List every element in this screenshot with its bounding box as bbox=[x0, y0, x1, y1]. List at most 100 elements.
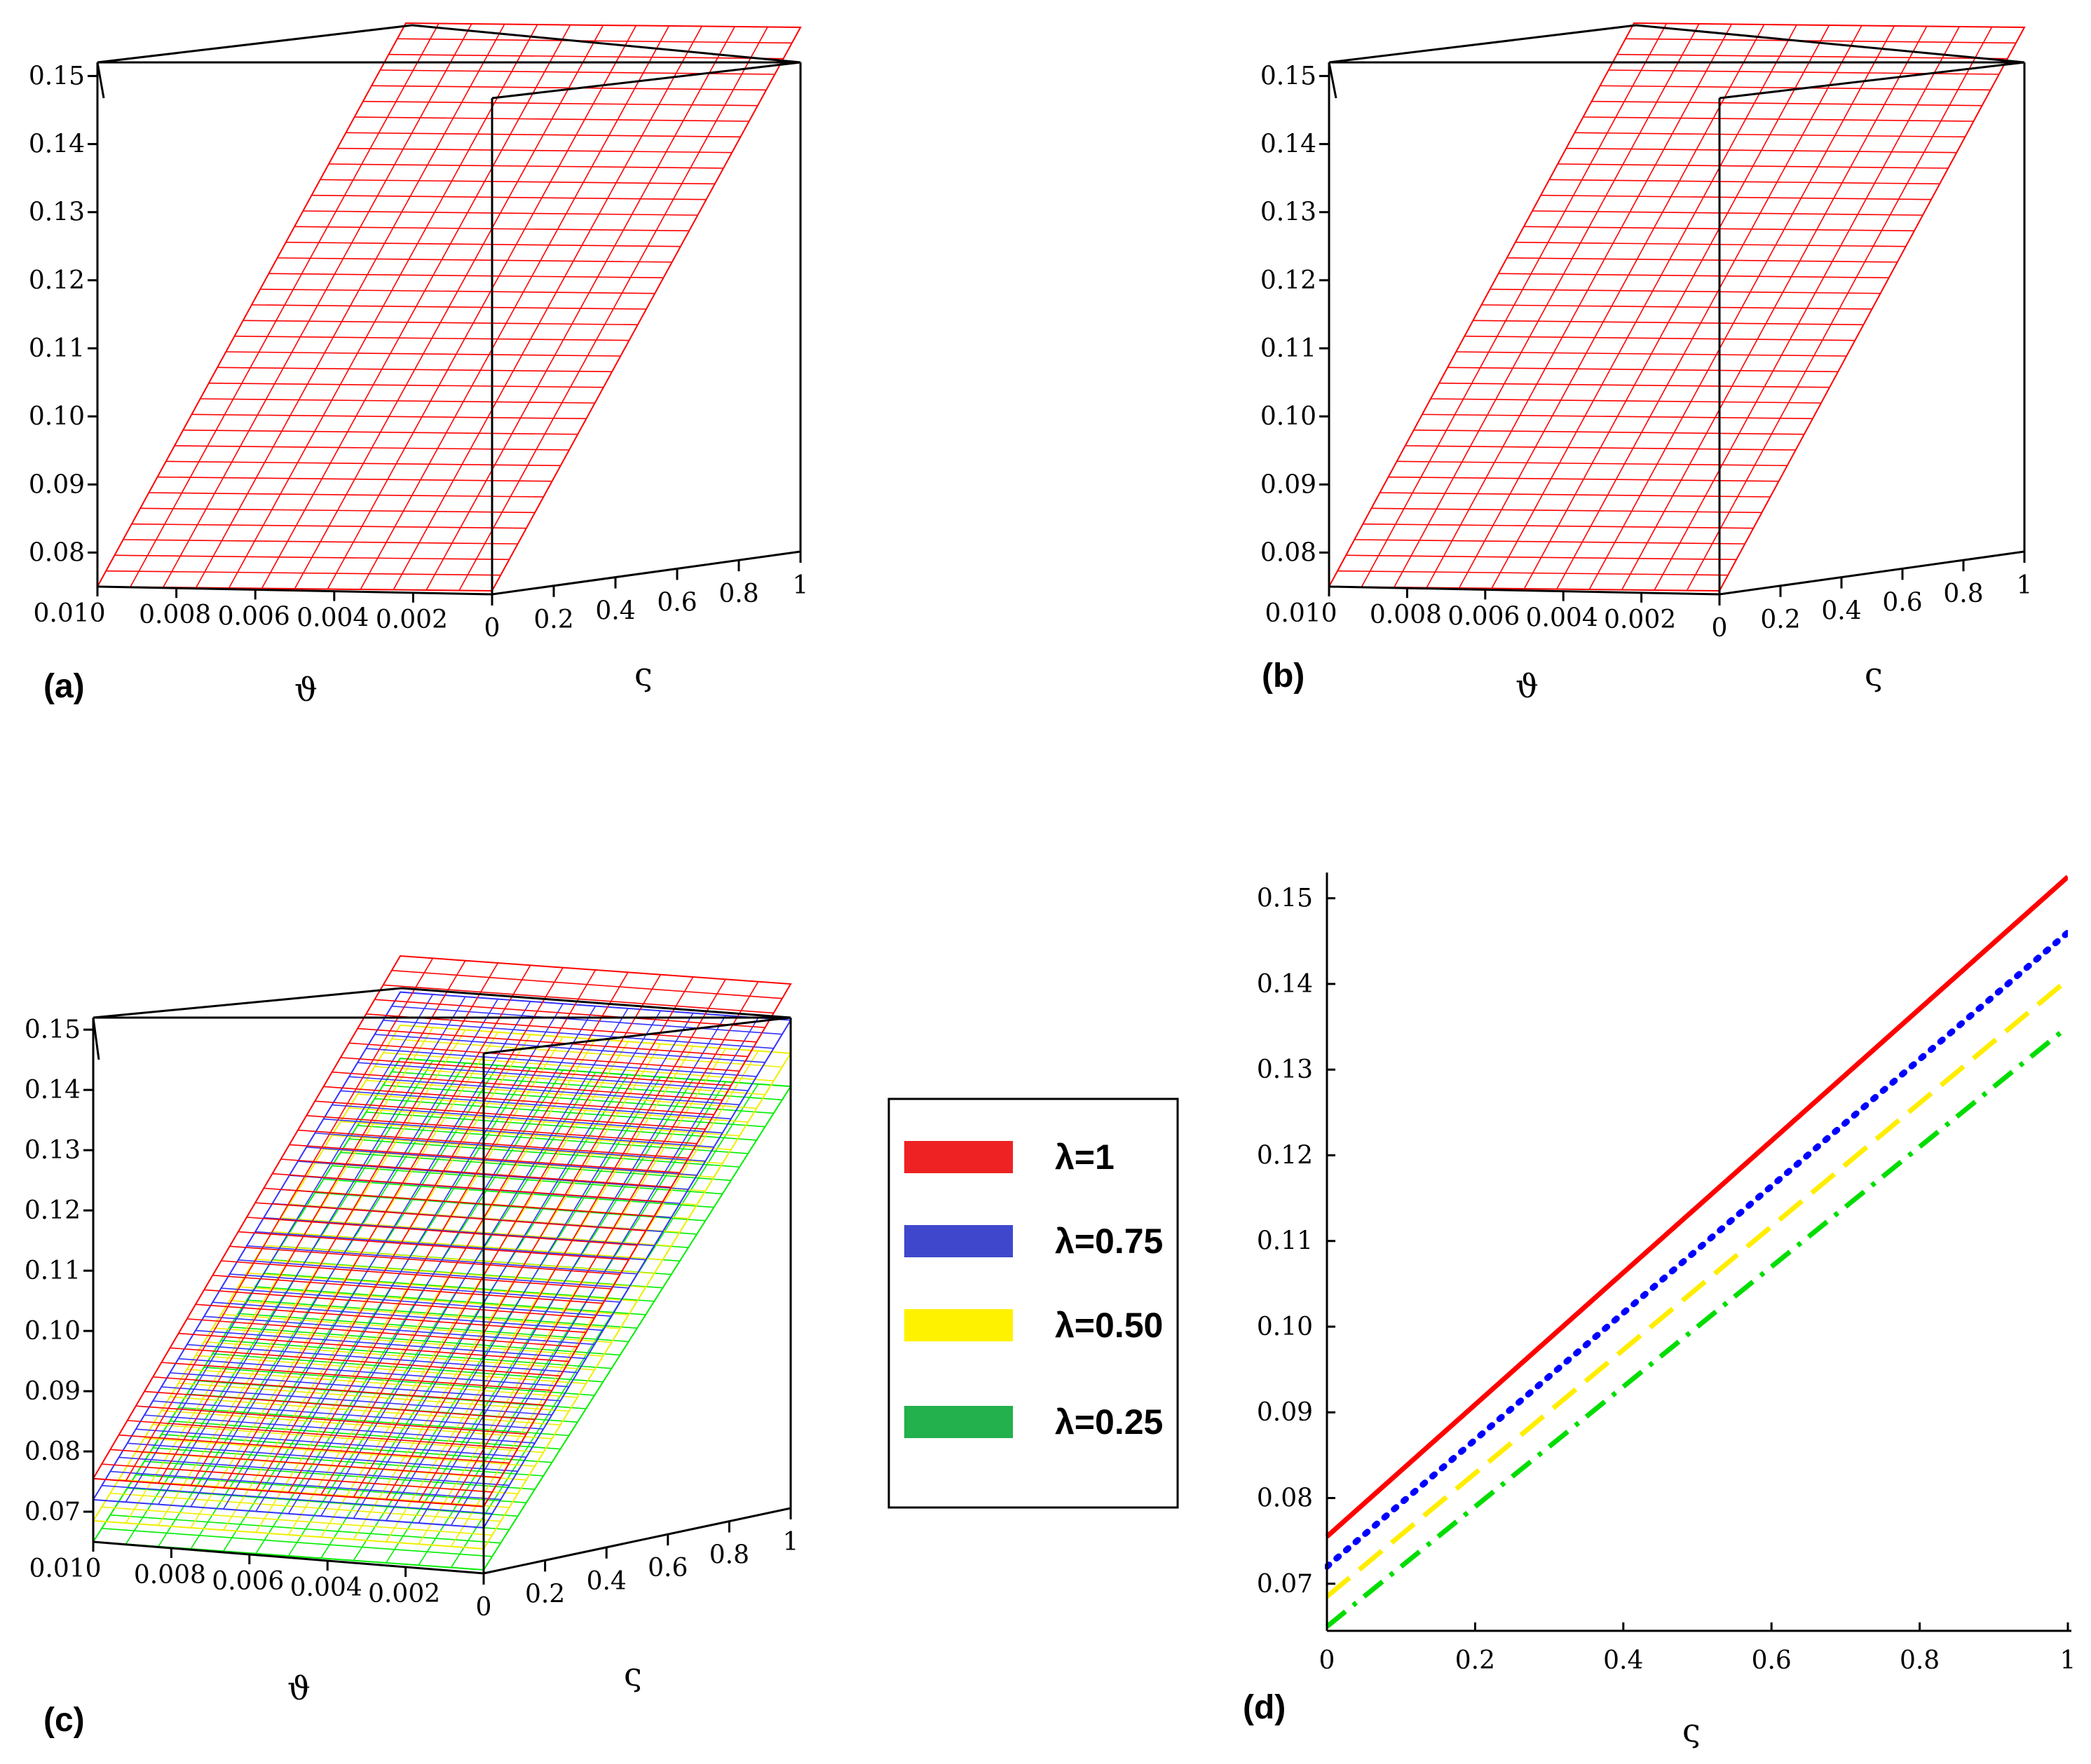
varsigma-tick-label: 0.4 bbox=[595, 597, 635, 626]
mesh-line bbox=[144, 1414, 536, 1444]
mesh-line bbox=[153, 1423, 544, 1454]
mesh-line bbox=[1566, 147, 1957, 153]
mesh-line bbox=[383, 1052, 774, 1081]
surface-mesh-a bbox=[96, 22, 802, 592]
mesh-line bbox=[311, 194, 707, 200]
y-tick-label: 0.10 bbox=[1257, 1313, 1313, 1341]
mesh-line bbox=[212, 1301, 604, 1331]
x-tick-label: 0.4 bbox=[1603, 1646, 1643, 1675]
surface-3 bbox=[92, 955, 792, 1507]
z-tick-label: 0.13 bbox=[29, 198, 85, 227]
z-tick-label: 0.11 bbox=[25, 1257, 81, 1285]
mesh-line bbox=[153, 1400, 544, 1430]
mesh-line bbox=[357, 1027, 749, 1058]
theta-tick-label: 0.002 bbox=[368, 1580, 440, 1608]
varsigma-tick-label: 1 bbox=[783, 1528, 799, 1557]
mesh-line bbox=[217, 367, 613, 373]
legend-items: λ=1 λ=0.75 λ=0.50 λ=0.25 bbox=[904, 1137, 1163, 1442]
theta-tick-label: 0.006 bbox=[1448, 602, 1520, 631]
z-tick-label: 0.07 bbox=[25, 1498, 81, 1526]
mesh-line bbox=[204, 1367, 595, 1396]
mesh-line bbox=[153, 1376, 544, 1406]
varsigma-tick-label: 0.6 bbox=[1882, 588, 1922, 617]
legend-swatch bbox=[904, 1309, 1013, 1341]
theta-tick-label: 0.008 bbox=[139, 601, 211, 629]
z-ticks-a: 0.15 0.14 0.13 0.12 0.11 0.10 0.09 0.08 bbox=[29, 62, 97, 567]
mesh-line bbox=[340, 1090, 731, 1120]
z-ticks-c: 0.15 0.14 0.13 0.12 0.11 0.10 0.09 0.08 0.07 bbox=[25, 1016, 93, 1526]
z-tick-label: 0.08 bbox=[25, 1437, 81, 1466]
mesh-line bbox=[170, 1372, 561, 1402]
x-axis-label-d: ς bbox=[1682, 1711, 1701, 1749]
mesh-line bbox=[1396, 460, 1787, 467]
surface-mesh-c bbox=[92, 955, 792, 1571]
box-edge bbox=[92, 1017, 100, 1060]
mesh-line bbox=[297, 1129, 689, 1159]
mesh-line bbox=[251, 304, 647, 310]
z-tick-label: 0.15 bbox=[29, 62, 85, 90]
mesh-line bbox=[204, 1289, 595, 1319]
mesh-line bbox=[118, 1479, 510, 1508]
x-ticks-d: 0 0.2 0.4 0.6 0.8 1 bbox=[1319, 1622, 2076, 1675]
mesh-line bbox=[246, 1245, 638, 1275]
mesh-line bbox=[246, 1217, 638, 1246]
legend-label: λ=0.50 bbox=[1055, 1306, 1163, 1345]
series-line-dashdot bbox=[1325, 1025, 2068, 1629]
z-tick-label: 0.12 bbox=[1260, 266, 1316, 295]
mesh-line bbox=[1532, 210, 1923, 216]
legend-swatch bbox=[904, 1141, 1013, 1173]
mesh-line bbox=[110, 1514, 501, 1544]
mesh-line bbox=[264, 1187, 655, 1217]
box-frame-b bbox=[1328, 24, 2026, 596]
y-tick-label: 0.08 bbox=[1257, 1484, 1313, 1512]
z-tick-label: 0.14 bbox=[25, 1076, 81, 1105]
z-ticks-b: 0.15 0.14 0.13 0.12 0.11 0.10 0.09 0.08 bbox=[1260, 62, 1329, 567]
z-tick-label: 0.14 bbox=[1260, 130, 1316, 159]
panel-c: 0.15 0.14 0.13 0.12 0.11 0.10 0.09 0.08 0.07 0.0… bbox=[25, 955, 799, 1739]
mesh-line bbox=[264, 1217, 655, 1247]
mesh-line bbox=[178, 1382, 569, 1412]
panel-label-c: (c) bbox=[43, 1702, 85, 1739]
mesh-line bbox=[255, 1202, 646, 1231]
mesh-line bbox=[1583, 116, 1974, 122]
mesh-line bbox=[397, 38, 792, 44]
mesh-line bbox=[362, 100, 758, 107]
theta-tick-label: 0.002 bbox=[1604, 606, 1676, 634]
box-edge bbox=[411, 24, 801, 64]
varsigma-tick-label: 1 bbox=[793, 571, 809, 600]
mesh-line bbox=[186, 1318, 578, 1348]
mesh-line bbox=[285, 241, 681, 247]
mesh-line bbox=[332, 1135, 723, 1164]
mesh-line bbox=[226, 351, 621, 357]
panel-label-d: (d) bbox=[1243, 1689, 1286, 1726]
mesh-line bbox=[135, 1428, 526, 1458]
mesh-line bbox=[391, 1038, 782, 1068]
mesh-line bbox=[229, 1245, 620, 1276]
mesh-line bbox=[1346, 554, 1737, 561]
y-tick-label: 0.09 bbox=[1257, 1398, 1313, 1427]
mesh-line bbox=[238, 1286, 629, 1315]
theta-tick-label: 0.010 bbox=[1265, 599, 1337, 628]
mesh-line bbox=[297, 1161, 689, 1190]
mesh-line bbox=[234, 335, 629, 341]
surface-2 bbox=[92, 991, 792, 1529]
mesh-line bbox=[1515, 241, 1906, 247]
mesh-line bbox=[186, 1369, 578, 1398]
mesh-line bbox=[332, 1104, 723, 1134]
surface-mesh-b bbox=[1328, 22, 2026, 592]
mesh-line bbox=[272, 1172, 663, 1203]
mesh-line bbox=[1498, 273, 1889, 279]
mesh-line bbox=[208, 382, 604, 388]
mesh-line bbox=[391, 1005, 782, 1035]
mesh-line bbox=[332, 1071, 723, 1101]
series-line-solid bbox=[1325, 875, 2068, 1539]
legend-label: λ=0.75 bbox=[1055, 1222, 1163, 1261]
mesh-line bbox=[340, 1121, 731, 1151]
surface-0 bbox=[96, 22, 802, 592]
mesh-line bbox=[178, 1407, 569, 1437]
theta-tick-label: 0.010 bbox=[29, 1554, 101, 1583]
mesh-line bbox=[118, 1456, 510, 1486]
panel-a: 0.150.140.130.120.110.100.090.08 0.010 0.… bbox=[29, 22, 809, 709]
z-tick-label: 0.09 bbox=[1260, 470, 1316, 499]
mesh-line bbox=[372, 85, 767, 91]
